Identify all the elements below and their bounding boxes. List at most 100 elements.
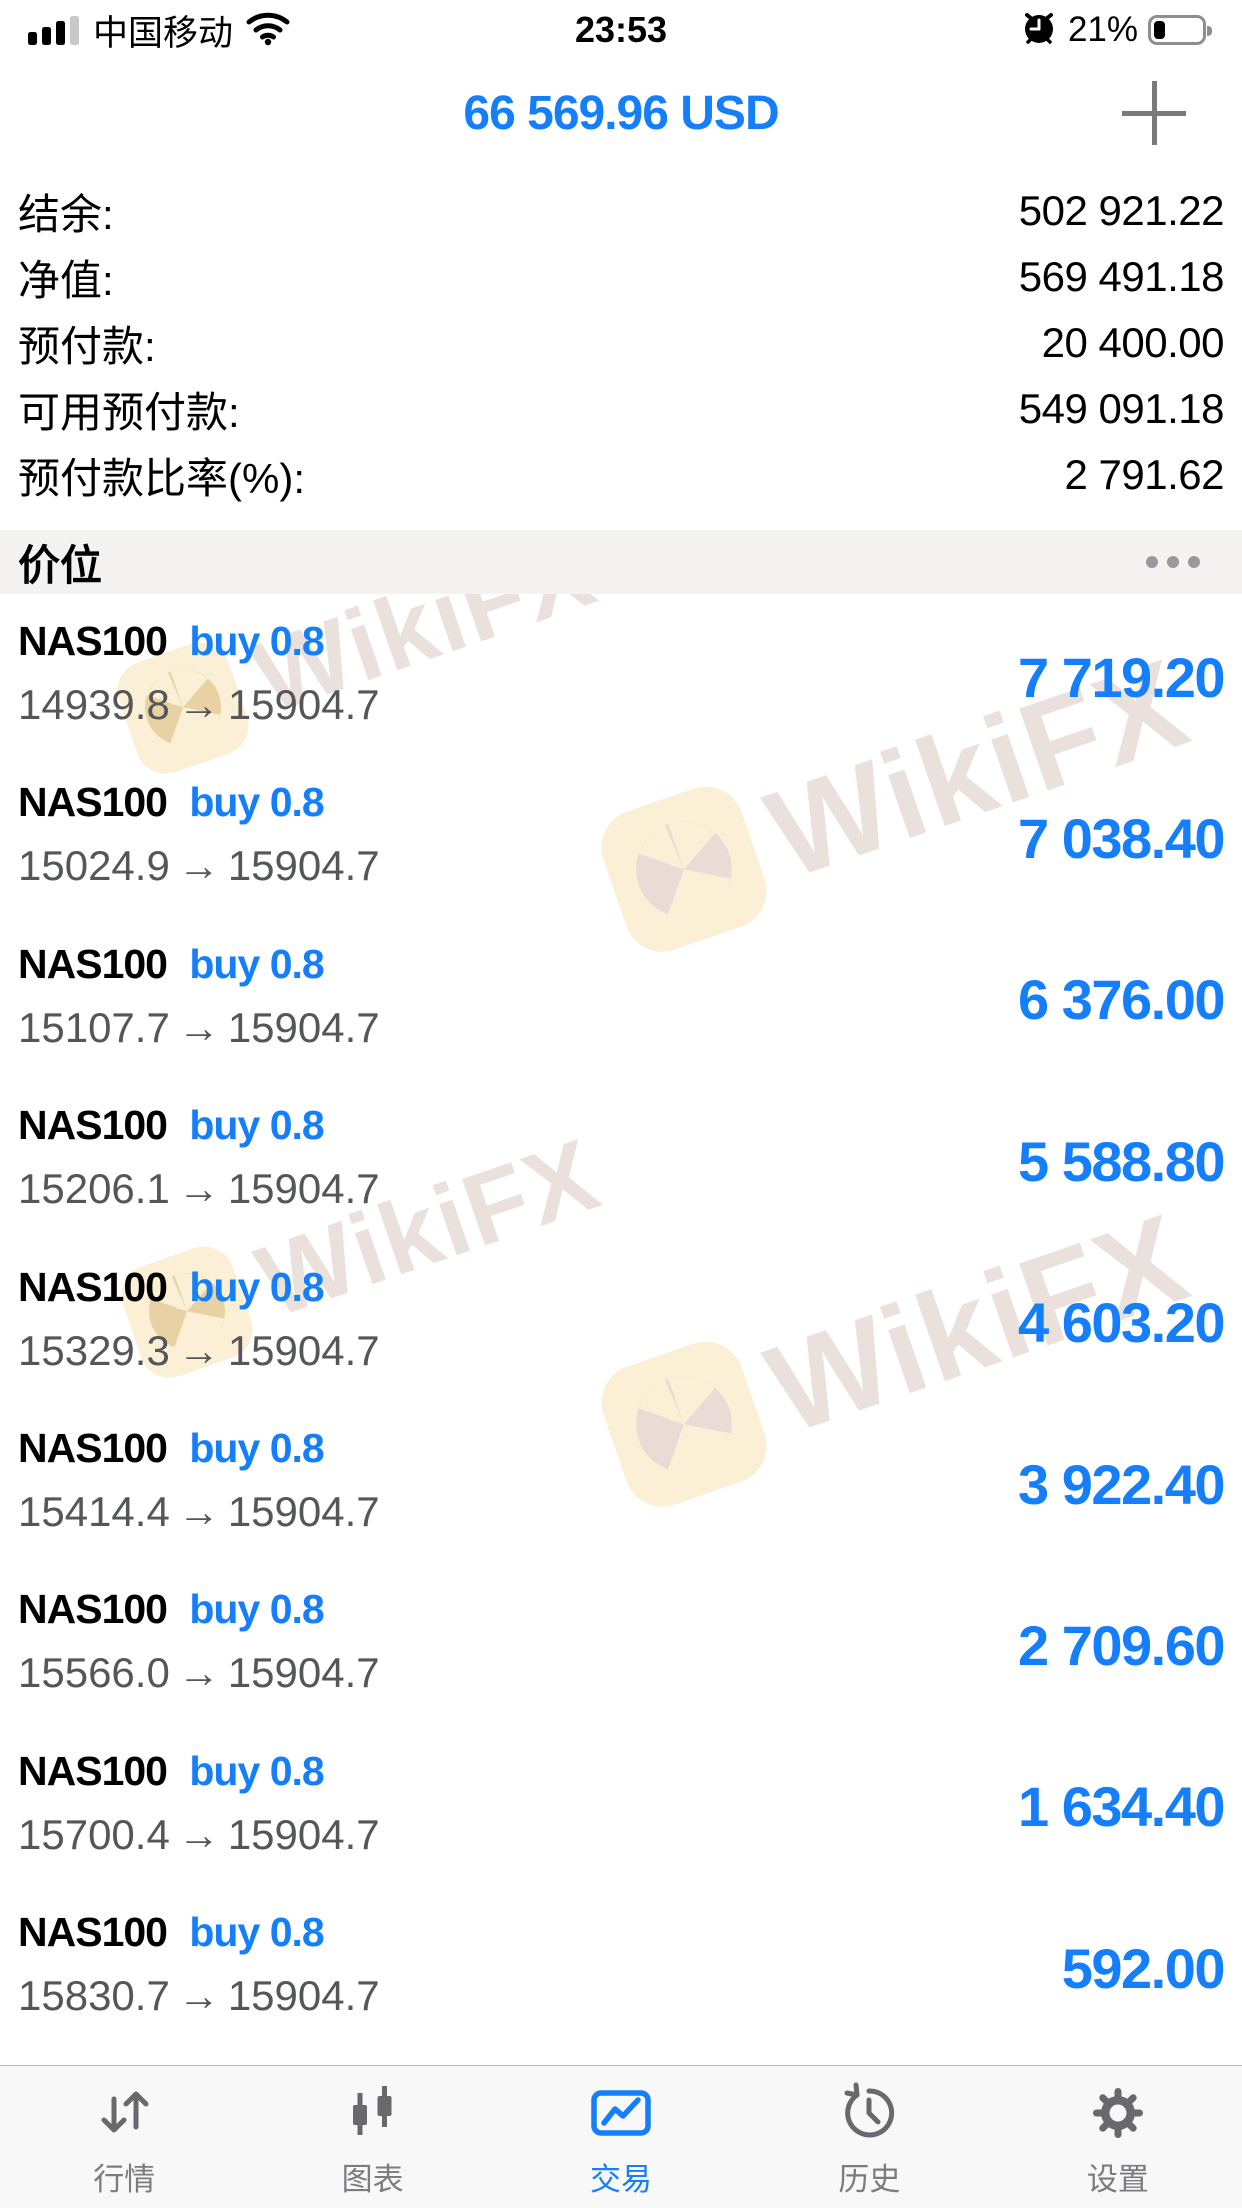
position-profit: 7 719.20 [1018,645,1225,709]
section-menu-ellipsis-icon[interactable] [1146,556,1200,568]
tab-label: 图表 [341,2162,404,2197]
positions-list: NAS100 buy 0.8 14939.8 → 15904.7 7 719.20 … [0,594,1242,2047]
position-volume: 0.8 [269,779,325,826]
tab-label: 历史 [838,2162,901,2197]
position-current-price: 15904.7 [227,1003,380,1051]
summary-value: 20 400.00 [1041,319,1225,366]
candlestick-chart-icon [341,2080,405,2146]
position-row[interactable]: NAS100 buy 0.8 15566.0 → 15904.7 2 709.60 [0,1562,1242,1723]
account-summary: 结余: 502 921.22 净值: 569 491.18 预付款: 20 40… [0,178,1242,508]
position-current-price: 15904.7 [227,1487,380,1535]
account-balance-title: 66 569.96 USD [463,86,779,140]
position-open-price: 15107.7 [18,1003,170,1051]
position-symbol: NAS100 [18,940,168,987]
position-volume: 0.8 [269,1424,325,1471]
position-open-price: 15700.4 [18,1810,170,1858]
carrier-label: 中国移动 [93,13,234,53]
position-symbol: NAS100 [18,1747,168,1794]
tab-history[interactable]: 历史 [745,2066,993,2208]
position-volume: 0.8 [269,1747,325,1794]
summary-row-free-margin: 可用预付款: 549 091.18 [0,376,1242,442]
summary-row-margin-level: 预付款比率(%): 2 791.62 [0,442,1242,508]
cellular-signal-icon [28,15,79,45]
summary-label: 预付款比率(%): [18,454,305,502]
position-current-price: 15904.7 [227,681,380,728]
position-current-price: 15904.7 [227,1326,380,1374]
arrow-right-icon: → [177,1972,220,2020]
trade-chart-icon [588,2080,654,2146]
add-order-button[interactable] [1121,80,1187,146]
position-current-price: 15904.7 [227,842,380,890]
position-row[interactable]: NAS100 buy 0.8 15700.4 → 15904.7 1 634.40 [0,1724,1242,1885]
position-side: buy [189,1909,260,1956]
gear-icon [1086,2080,1150,2146]
position-volume: 0.8 [269,940,325,987]
positions-section-header: 价位 [0,530,1242,594]
position-open-price: 15329.3 [18,1326,170,1374]
arrow-right-icon: → [177,1810,220,1858]
position-row[interactable]: NAS100 buy 0.8 15414.4 → 15904.7 3 922.40 [0,1401,1242,1562]
position-row[interactable]: NAS100 buy 0.8 15206.1 → 15904.7 5 588.80 [0,1078,1242,1239]
tab-label: 交易 [590,2162,653,2197]
arrow-right-icon: → [177,842,220,890]
position-profit: 1 634.40 [1018,1775,1225,1839]
battery-percent-label: 21% [1067,10,1138,49]
summary-label: 预付款: [18,322,156,370]
position-volume: 0.8 [269,1102,325,1149]
position-side: buy [189,618,260,664]
position-side: buy [189,1102,260,1149]
status-bar: 中国移动 23:53 21% [0,0,1242,60]
position-side: buy [189,1747,260,1794]
arrow-right-icon: → [177,1326,220,1374]
position-row[interactable]: NAS100 buy 0.8 15107.7 → 15904.7 6 376.00 [0,917,1242,1078]
tab-charts[interactable]: 图表 [248,2066,496,2208]
position-volume: 0.8 [269,618,325,664]
position-profit: 7 038.40 [1018,807,1225,871]
arrow-right-icon: → [177,681,220,728]
position-symbol: NAS100 [18,1586,168,1633]
position-current-price: 15904.7 [227,1649,380,1697]
position-current-price: 15904.7 [227,1165,380,1213]
position-side: buy [189,1586,260,1633]
position-row[interactable]: NAS100 buy 0.8 15024.9 → 15904.7 7 038.40 [0,755,1242,916]
tab-label: 行情 [93,2162,156,2197]
position-profit: 2 709.60 [1018,1614,1225,1678]
position-profit: 4 603.20 [1018,1291,1225,1355]
summary-row-equity: 净值: 569 491.18 [0,244,1242,310]
position-current-price: 15904.7 [227,1972,380,2020]
summary-row-margin: 预付款: 20 400.00 [0,310,1242,376]
position-current-price: 15904.7 [227,1810,380,1858]
tab-quotes[interactable]: 行情 [0,2066,248,2208]
position-open-price: 14939.8 [18,681,170,728]
arrow-right-icon: → [177,1165,220,1213]
position-symbol: NAS100 [18,618,168,664]
position-row[interactable]: NAS100 buy 0.8 14939.8 → 15904.7 7 719.20 [0,594,1242,755]
clock-time: 23:53 [574,9,668,50]
position-volume: 0.8 [269,1263,325,1310]
position-symbol: NAS100 [18,1424,168,1471]
arrow-right-icon: → [177,1649,220,1697]
position-profit: 5 588.80 [1018,1129,1225,1193]
position-side: buy [189,940,260,987]
tab-settings[interactable]: 设置 [994,2066,1242,2208]
position-row[interactable]: NAS100 buy 0.8 15329.3 → 15904.7 4 603.20 [0,1240,1242,1401]
position-side: buy [189,1424,260,1471]
position-symbol: NAS100 [18,779,168,826]
summary-row-balance: 结余: 502 921.22 [0,178,1242,244]
tab-label: 设置 [1086,2162,1149,2197]
summary-value: 549 091.18 [1018,385,1225,432]
position-symbol: NAS100 [18,1909,168,1956]
position-symbol: NAS100 [18,1102,168,1149]
wifi-icon [245,10,291,51]
position-symbol: NAS100 [18,1263,168,1310]
position-row[interactable]: NAS100 buy 0.8 15830.7 → 15904.7 592.00 [0,1885,1242,2046]
arrow-right-icon: → [177,1003,220,1051]
battery-icon [1148,15,1212,45]
summary-value: 502 921.22 [1018,187,1225,234]
tab-trade[interactable]: 交易 [497,2066,745,2208]
position-volume: 0.8 [269,1586,325,1633]
summary-value: 569 491.18 [1018,253,1225,300]
position-profit: 3 922.40 [1018,1452,1225,1516]
position-profit: 6 376.00 [1018,968,1225,1032]
position-open-price: 15206.1 [18,1165,170,1213]
